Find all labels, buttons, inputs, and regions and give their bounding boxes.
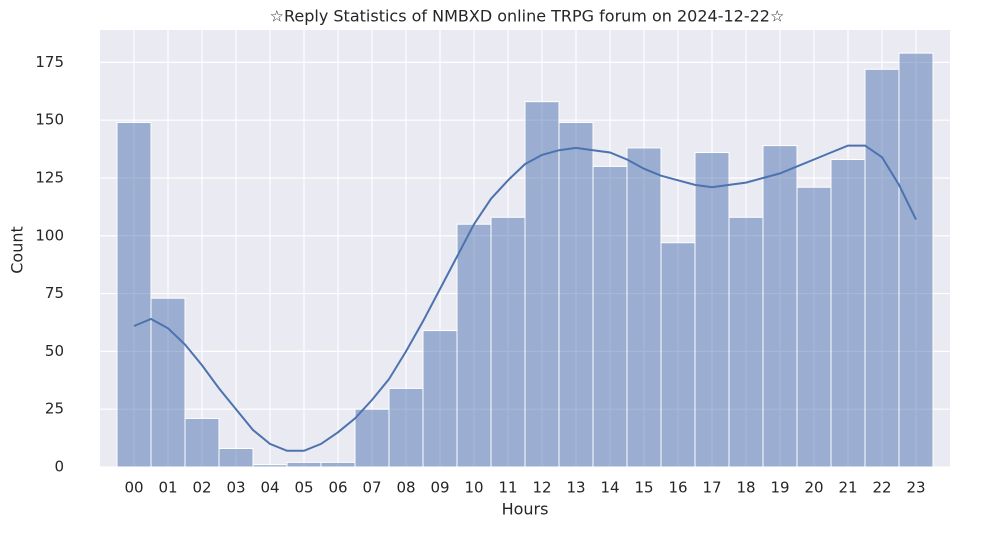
x-tick-label: 17 [702,479,721,497]
bar [150,297,186,468]
x-tick-label: 18 [736,479,755,497]
chart-title: ☆Reply Statistics of NMBXD online TRPG f… [270,7,785,26]
bar [762,145,798,468]
x-tick-label: 02 [192,479,211,497]
y-tick-label: 50 [45,342,64,360]
x-tick-label: 05 [294,479,313,497]
bar [422,330,458,468]
x-tick-label: 19 [770,479,789,497]
y-tick-label: 150 [35,111,64,129]
x-tick-label: 12 [532,479,551,497]
x-tick-label: 07 [362,479,381,497]
bar [354,408,390,468]
x-tick-label: 08 [396,479,415,497]
x-tick-label: 04 [260,479,279,497]
marks [116,52,934,468]
x-tick-label: 03 [226,479,245,497]
x-tick-label: 16 [668,479,687,497]
x-tick-label: 09 [430,479,449,497]
x-tick-label: 06 [328,479,347,497]
y-tick-label: 100 [35,226,64,244]
x-tick-label: 20 [804,479,823,497]
bar [524,101,560,468]
y-tick-label: 25 [45,400,64,418]
bar [184,417,220,468]
bar [864,68,900,468]
bar [286,461,322,468]
bar [388,387,424,468]
bar [898,52,934,468]
x-tick-label: 15 [634,479,653,497]
x-tick-label: 01 [158,479,177,497]
bar [796,186,832,468]
bar [218,448,254,468]
bar [116,121,152,468]
bar [728,216,764,468]
bar [320,461,356,468]
x-tick-label: 13 [566,479,585,497]
y-axis-label: Count [8,226,27,274]
x-tick-label: 10 [464,479,483,497]
y-tick-label: 75 [45,284,64,302]
x-tick-label: 11 [498,479,517,497]
y-tick-label: 0 [54,458,64,476]
bar [252,464,288,468]
y-tick-label: 125 [35,168,64,186]
bar [626,147,662,468]
x-axis-label: Hours [502,500,549,519]
x-tick-label: 21 [838,479,857,497]
bar [456,223,492,468]
x-tick-label: 00 [124,479,143,497]
bar [490,216,526,468]
bar [694,152,730,468]
bar [592,165,628,468]
kde-line [133,144,917,452]
bar [660,242,696,468]
x-tick-label: 14 [600,479,619,497]
x-tick-label: 22 [872,479,891,497]
y-tick-label: 175 [35,53,64,71]
bar [830,158,866,468]
bar [558,121,594,468]
x-tick-label: 23 [906,479,925,497]
